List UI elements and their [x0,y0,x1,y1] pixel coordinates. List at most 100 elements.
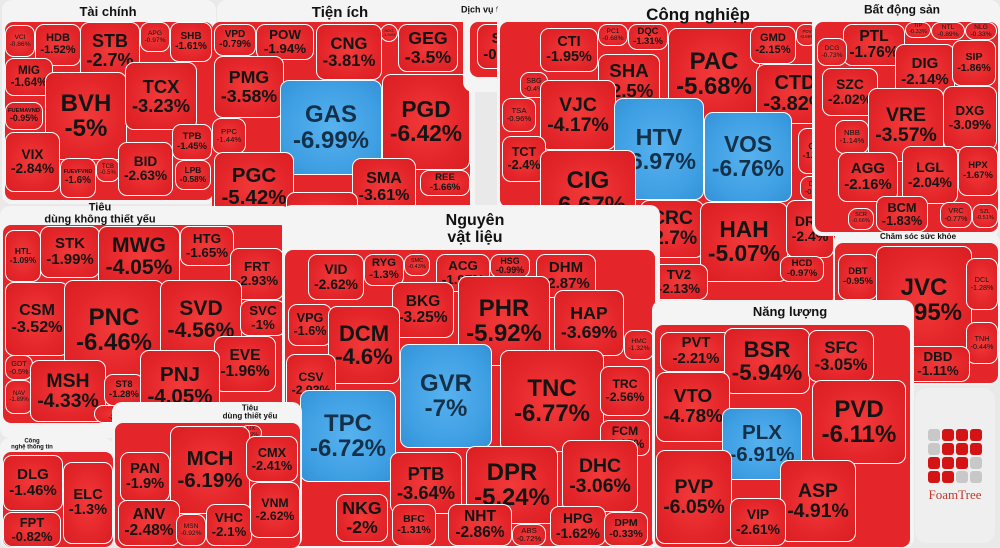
stock-cell-htg[interactable]: HTG -1.65% [180,226,234,266]
stock-cell-hdb[interactable]: HDB -1.52% [35,24,81,66]
stock-cell-tct[interactable]: TCT -2.4% [502,136,546,182]
stock-cell-smc[interactable]: SMC -0.43% [404,254,430,276]
stock-cell-vhc[interactable]: VHC -2.1% [206,504,252,546]
stock-cell-frt[interactable]: FRT -2.93% [230,248,284,300]
stock-cell-vix[interactable]: VIX -2.84% [5,132,60,192]
stock-cell-vpd[interactable]: VPD -0.79% [214,24,256,56]
stock-cell-bsr[interactable]: BSR -5.94% [724,328,810,394]
stock-cell-tnh[interactable]: TNH -0.44% [966,322,998,364]
stock-cell-ntl[interactable]: NTL -0.89% [931,22,965,40]
stock-cell-tpb[interactable]: TPB -1.45% [172,124,212,160]
stock-cell-pc1[interactable]: PC1 -0.68% [598,24,628,46]
stock-cell-dpm[interactable]: DPM -0.33% [604,512,648,546]
stock-cell-pan[interactable]: PAN -1.9% [120,452,170,502]
stock-cell-hap[interactable]: HAP -3.69% [554,290,624,356]
stock-cell-elc[interactable]: ELC -1.3% [63,462,113,544]
stock-cell-hsg[interactable]: HSG -0.99% [490,254,530,278]
stock-cell-htv[interactable]: HTV -6.97% [614,98,704,200]
stock-cell-tnc[interactable]: TNC -6.77% [500,350,604,452]
stock-cell-bfc[interactable]: BFC -1.31% [392,504,436,546]
stock-cell-ree[interactable]: REE -1.66% [420,170,470,196]
stock-cell-fuevfvnd[interactable]: FUEVFVND -1.6% [60,158,96,198]
stock-cell-dxg[interactable]: DXG -3.09% [943,86,997,150]
stock-cell-eve[interactable]: EVE -1.96% [214,336,276,392]
stock-cell-vid[interactable]: VID -2.62% [308,254,364,300]
stock-cell-vci[interactable]: VCI -0.86% [5,25,35,57]
stock-cell-pgd[interactable]: PGD -6.42% [382,74,470,170]
stock-cell-pvp[interactable]: PVP -6.05% [656,450,732,544]
stock-cell-cmx[interactable]: CMX -2.41% [246,436,298,482]
stock-cell-trc[interactable]: TRC -2.56% [600,366,650,416]
stock-cell-shb[interactable]: SHB -1.61% [170,22,212,62]
stock-cell-stk[interactable]: STK -1.99% [40,226,100,278]
stock-cell-mwg[interactable]: MWG -4.05% [98,226,180,288]
stock-cell-dcg[interactable]: DCG -0.73% [817,38,847,66]
stock-cell-dcl[interactable]: DCL -1.28% [966,258,998,310]
stock-cell-hcd[interactable]: HCD -0.97% [780,256,824,282]
stock-cell-gdt[interactable]: GDT -0.5% [5,355,33,380]
stock-cell-nav[interactable]: NAV -1.89% [5,380,33,414]
stock-cell-vpg[interactable]: VPG -1.6% [288,304,332,346]
stock-cell-hah[interactable]: HAH -5.07% [700,202,788,282]
stock-cell-dcm[interactable]: DCM -4.6% [328,306,400,384]
stock-cell-hpg[interactable]: HPG -1.62% [550,506,606,546]
stock-cell-cti[interactable]: CTI -1.95% [540,28,598,72]
stock-cell-hmc[interactable]: HMC -1.32% [624,330,654,360]
stock-cell-lgl[interactable]: LGL -2.04% [902,146,958,204]
stock-cell-pmg[interactable]: PMG -3.58% [214,56,284,118]
stock-cell-hpx[interactable]: HPX -1.67% [958,146,998,196]
stock-cell-scr[interactable]: SCR -0.66% [848,208,874,230]
stock-cell-dhc[interactable]: DHC -3.06% [562,440,638,512]
stock-cell-fpt[interactable]: FPT -0.82% [3,512,61,547]
stock-cell-msn[interactable]: MSN -0.92% [176,514,206,546]
stock-cell-cng[interactable]: CNG -3.81% [316,24,382,80]
stock-cell-vip[interactable]: VIP -2.61% [730,498,786,546]
stock-cell-tcx[interactable]: TCX -3.23% [125,62,197,130]
stock-cell-tcb[interactable]: TCB -0.5% [96,158,120,182]
stock-cell-tip[interactable]: TIP -0.33% [905,22,931,38]
stock-cell-gvr[interactable]: GVR -7% [400,344,492,448]
stock-cell-pvt[interactable]: PVT -2.21% [660,332,732,372]
stock-cell-vrc[interactable]: VRC -0.77% [940,202,972,228]
stock-cell-ryg[interactable]: RYG -1.3% [364,254,404,286]
stock-cell-agg[interactable]: AGG -2.16% [838,152,898,202]
stock-cell-htl[interactable]: HTL -1.09% [5,230,41,282]
stock-cell-nbb[interactable]: NBB -1.14% [835,120,869,154]
stock-cell-vos[interactable]: VOS -6.76% [704,112,792,202]
stock-cell-bid[interactable]: BID -2.63% [118,142,173,196]
stock-cell-anv[interactable]: ANV -2.48% [118,500,180,546]
stock-cell-ptb[interactable]: PTB -3.64% [390,452,462,514]
stock-cell-pvd[interactable]: PVD -6.11% [812,380,906,464]
stock-cell-fuemavnd[interactable]: FUEMAVND -0.95% [5,102,43,130]
stock-cell-asp[interactable]: ASP -4.91% [780,460,856,542]
stock-cell-gmd[interactable]: GMD -2.15% [750,26,796,64]
stock-cell-nkg[interactable]: NKG -2% [336,494,388,542]
stock-cell-nht[interactable]: NHT -2.86% [448,504,512,546]
stock-cell-dqc[interactable]: DQC -1.31% [628,24,668,50]
stock-cell-stb[interactable]: STB -2.7% [80,22,140,80]
stock-cell-abs[interactable]: ABS -0.72% [512,524,546,546]
stock-cell-bkg[interactable]: BKG -3.25% [392,282,454,338]
stock-cell-nlg[interactable]: NLG -0.33% [965,22,997,40]
stock-cell-bcm[interactable]: BCM -1.83% [876,196,928,232]
stock-cell-dlg[interactable]: DLG -1.46% [3,455,63,511]
stock-cell-hdg[interactable]: HDG -1.59% [380,24,398,42]
stock-cell-csm[interactable]: CSM -3.52% [5,282,69,356]
stock-cell-pow[interactable]: POW -1.94% [256,24,314,60]
stock-cell-tpc[interactable]: TPC -6.72% [300,390,396,482]
stock-cell-vjc[interactable]: VJC -4.17% [540,80,616,150]
stock-cell-apg[interactable]: APG -0.97% [140,22,170,52]
stock-cell-mch[interactable]: MCH -6.19% [170,426,250,514]
stock-cell-ppc[interactable]: PPC -1.44% [212,118,246,154]
stock-cell-plx[interactable]: PLX -6.91% [722,408,802,480]
stock-cell-svc[interactable]: SVC -1% [240,300,286,336]
stock-cell-vto[interactable]: VTO -4.78% [656,372,730,442]
stock-cell-geg[interactable]: GEG -3.5% [398,24,458,72]
stock-cell-sip[interactable]: SIP -1.86% [952,40,996,86]
stock-cell-sfc[interactable]: SFC -3.05% [808,330,874,382]
stock-cell-dbt[interactable]: DBT -0.95% [838,254,878,300]
stock-cell-szl[interactable]: SZL -0.51% [972,204,998,228]
stock-cell-vnm[interactable]: VNM -2.62% [250,482,300,538]
stock-cell-dbd[interactable]: DBD -1.11% [906,346,970,382]
stock-cell-lpb[interactable]: LPB -0.58% [175,160,211,190]
